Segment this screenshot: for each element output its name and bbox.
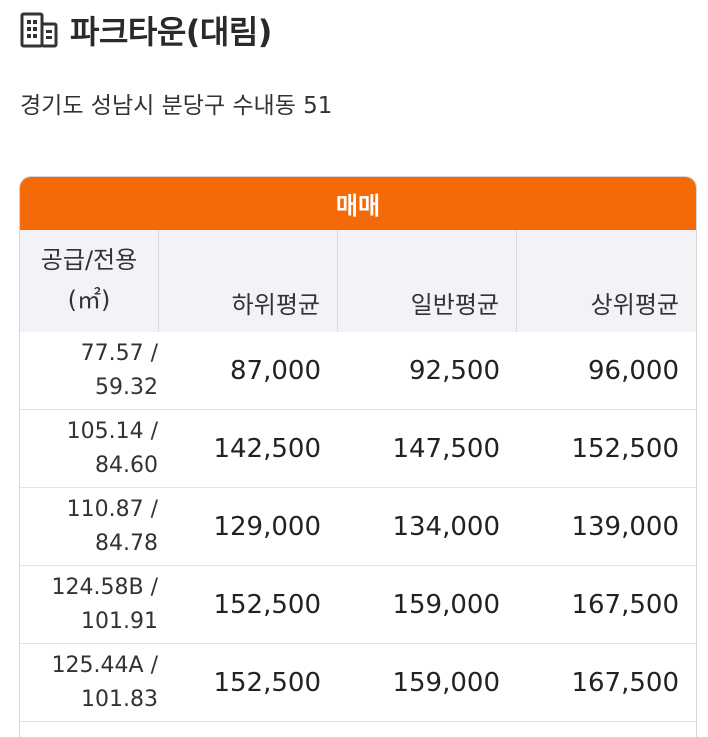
low-price: 152,500 bbox=[213, 589, 321, 620]
supply-area: 77.57 / bbox=[80, 340, 158, 366]
supply-area: 110.87 / bbox=[66, 496, 158, 522]
area-cell: 125.44A / 101.83 bbox=[20, 644, 159, 721]
low-price: 142,500 bbox=[213, 433, 321, 464]
table-header-row: 공급/전용 (㎡) 하위평균 일반평균 상위평균 bbox=[20, 230, 696, 332]
table-row: 125.44A / 101.83 152,500 159,000 167,500 bbox=[20, 644, 696, 722]
header-area-label: 공급/전용 bbox=[40, 246, 138, 274]
complex-address: 경기도 성남시 분당구 수내동 51 bbox=[20, 93, 333, 119]
area-cell: 124.58B / 101.91 bbox=[20, 566, 159, 643]
high-price: 152,500 bbox=[571, 433, 679, 464]
exclusive-area: 101.91 bbox=[81, 608, 158, 634]
header-low: 하위평균 bbox=[159, 230, 338, 332]
header-mid: 일반평균 bbox=[338, 230, 517, 332]
table-row: 77.57 / 59.32 87,000 92,500 96,000 bbox=[20, 332, 696, 410]
table-row: 124.58B / 101.91 152,500 159,000 167,500 bbox=[20, 566, 696, 644]
exclusive-area: 101.83 bbox=[81, 686, 158, 712]
area-cell: 105.14 / 84.60 bbox=[20, 410, 159, 487]
mid-price: 92,500 bbox=[409, 355, 500, 386]
building-icon bbox=[20, 12, 58, 48]
title-row: 파크타운(대림) bbox=[20, 8, 272, 52]
header-high: 상위평균 bbox=[590, 291, 679, 319]
header-area: 공급/전용 (㎡) bbox=[20, 230, 159, 332]
exclusive-area: 84.78 bbox=[95, 530, 158, 556]
table-caption: 매매 bbox=[20, 177, 696, 230]
supply-area: 125.44A / bbox=[51, 652, 158, 678]
low-price: 129,000 bbox=[213, 511, 321, 542]
mid-price: 147,500 bbox=[392, 433, 500, 464]
complex-title: 파크타운(대림) bbox=[70, 13, 272, 51]
mid-price: 134,000 bbox=[392, 511, 500, 542]
exclusive-area: 59.32 bbox=[95, 374, 158, 400]
exclusive-area: 84.60 bbox=[95, 452, 158, 478]
high-price: 139,000 bbox=[571, 511, 679, 542]
high-price: 96,000 bbox=[588, 355, 679, 386]
high-price: 167,500 bbox=[571, 667, 679, 698]
table-row: 105.14 / 84.60 142,500 147,500 152,500 bbox=[20, 410, 696, 488]
mid-price: 159,000 bbox=[392, 589, 500, 620]
high-price: 167,500 bbox=[571, 589, 679, 620]
supply-area: 124.58B / bbox=[51, 574, 158, 600]
area-cell: 77.57 / 59.32 bbox=[20, 332, 159, 409]
header-area-unit: (㎡) bbox=[67, 286, 111, 314]
mid-price: 159,000 bbox=[392, 667, 500, 698]
supply-area: 105.14 / bbox=[66, 418, 158, 444]
area-cell: 110.87 / 84.78 bbox=[20, 488, 159, 565]
price-table: 매매 공급/전용 (㎡) 하위평균 일반평균 상위평균 77.57 / 59.3… bbox=[19, 176, 697, 737]
low-price: 87,000 bbox=[230, 355, 321, 386]
low-price: 152,500 bbox=[213, 667, 321, 698]
table-row: 110.87 / 84.78 129,000 134,000 139,000 bbox=[20, 488, 696, 566]
